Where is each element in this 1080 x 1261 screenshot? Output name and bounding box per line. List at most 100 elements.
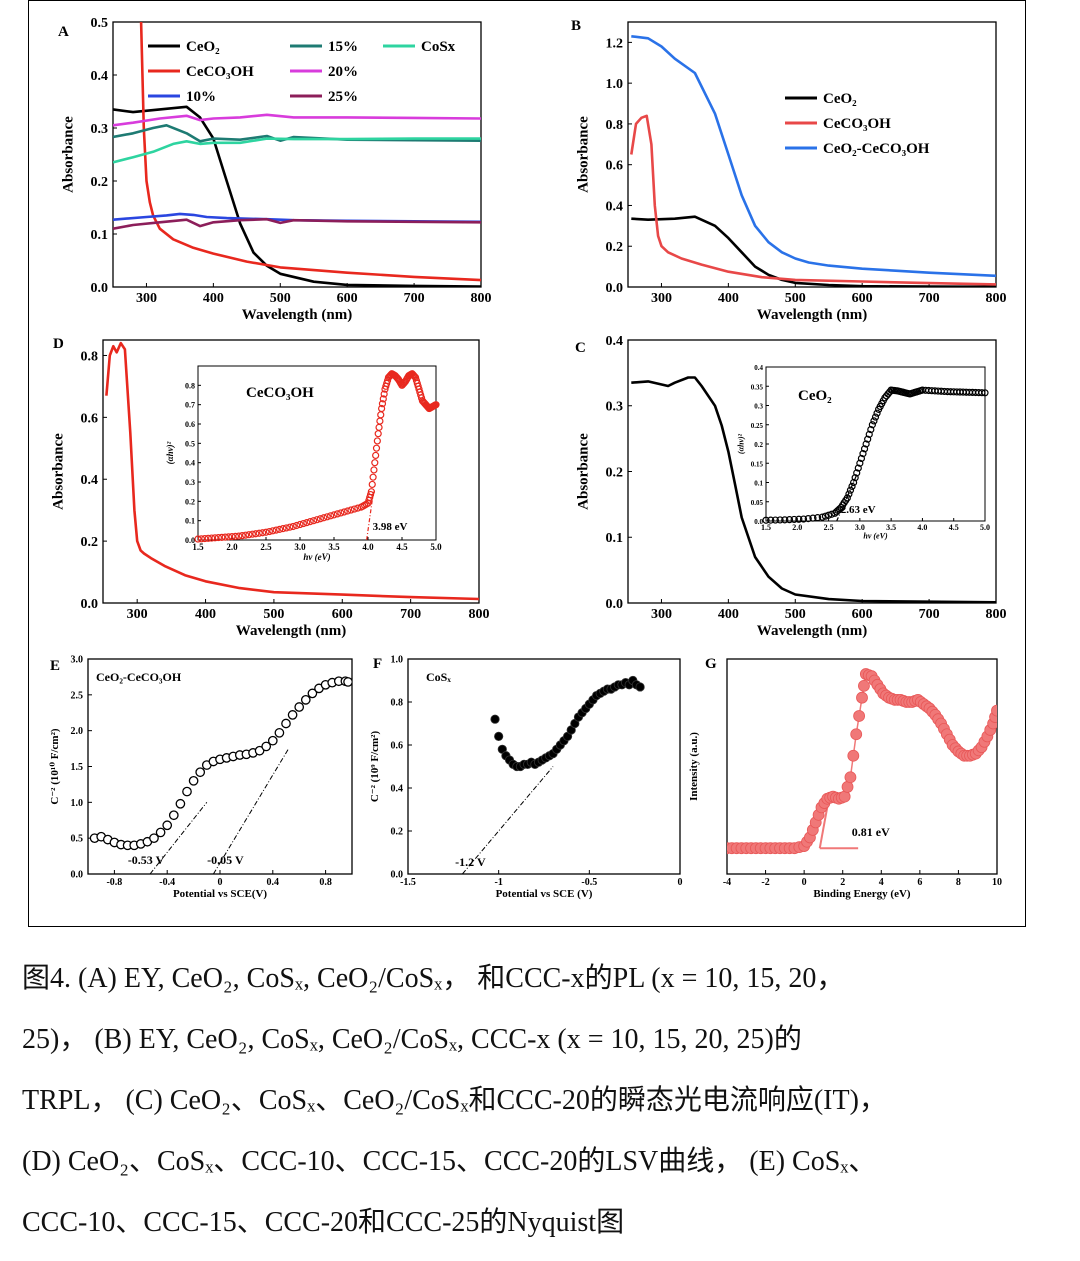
inset-C-y-tick-label-8: 0.4 xyxy=(754,364,763,372)
inset-D-point-45 xyxy=(347,506,355,514)
panel-D-x-axis-title: Wavelength (nm) xyxy=(236,623,346,639)
panel-B-plot-frame xyxy=(627,21,997,288)
panel-D-plot-frame xyxy=(102,339,480,604)
inset-C-point-2 xyxy=(771,516,779,524)
series-line-B-0 xyxy=(631,215,996,287)
panel-C-x-tick-label-5: 800 xyxy=(986,607,1007,622)
legend-label-A-4: 20% xyxy=(328,64,358,80)
panel-D-y-tick-label-4: 0.8 xyxy=(81,349,99,364)
panel-G-x-tick-label-5: 6 xyxy=(917,877,922,888)
inset-D-point-8 xyxy=(221,533,229,541)
panel-A: A 300 400 500 600 700 800 0.0 0.1 0.2 0.3 0.4 0.5 Wav… xyxy=(58,16,492,323)
inset-D-point-2 xyxy=(201,534,209,543)
inset-D-point-10 xyxy=(228,533,236,541)
inset-C-point-33 xyxy=(857,454,866,463)
panel-D-x-tick-label-2: 500 xyxy=(263,607,284,622)
inset-D-point-24 xyxy=(276,525,284,533)
inset-D-point-56 xyxy=(367,488,375,496)
inset-C-point-1 xyxy=(767,516,775,524)
inset-D-point-63 xyxy=(373,437,381,445)
inset-D-point-28 xyxy=(289,522,297,531)
panel-label-C: C xyxy=(575,340,586,356)
panel-E-y-tick-label-2: 1.0 xyxy=(71,798,84,809)
inset-C-point-36 xyxy=(862,440,870,448)
panel-A-x-tick-label-0: 300 xyxy=(136,291,157,306)
panel-C-plot-area xyxy=(631,376,996,603)
inset-C-point-32 xyxy=(856,459,864,467)
panel-G-x-tick-label-0: -4 xyxy=(723,877,731,888)
point-E-29 xyxy=(281,718,291,729)
inset-C-x-tick-label-1: 2.0 xyxy=(792,523,802,532)
panel-B-y-tick-label-6: 1.2 xyxy=(606,36,624,51)
legend-label-A-0: CeO₂ xyxy=(186,39,220,55)
series-line-B-1 xyxy=(630,114,996,286)
inset-D-frame xyxy=(197,365,437,541)
point-E-14 xyxy=(182,786,192,797)
panel-A-plot-area xyxy=(113,22,481,287)
panel-B-y-tick-label-5: 1.0 xyxy=(606,77,624,92)
panel-G-x-tick-label-2: 0 xyxy=(802,877,807,888)
point-E-27 xyxy=(267,735,278,746)
panel-F-y-tick-label-4: 0.8 xyxy=(391,698,404,709)
panel-C-y-tick-label-2: 0.2 xyxy=(606,465,624,480)
inset-D-point-0 xyxy=(194,535,202,543)
panel-F: F -1.5 -1 -0.5 0 0.0 0.2 0.4 0.6 0.8 1.0 Potential … xyxy=(369,655,683,901)
point-E-33 xyxy=(307,688,318,699)
caption-line-4: (D) CeO₂、CoSₓ、CCC-10、CCC-15、CCC-20的LSV曲线… xyxy=(22,1146,877,1177)
panel-D-x-tick-label-4: 700 xyxy=(400,607,421,622)
caption-line-1: 图4. (A) EY, CeO₂, CoSₓ, CeO₂/CoSₓ， 和CCC-… xyxy=(22,963,845,994)
panel-B-x-tick-label-3: 600 xyxy=(852,291,873,306)
inset-C-point-0 xyxy=(762,516,770,524)
inset-D-point-41 xyxy=(333,510,341,518)
panel-D-y-tick-label-3: 0.6 xyxy=(81,411,99,426)
legend-label-A-1: CeCO₃OH xyxy=(186,64,254,80)
inset-C-point-3 xyxy=(776,516,784,524)
inset-D-point-60 xyxy=(371,459,379,467)
inset-D-x-tick-label-2: 2.5 xyxy=(260,542,272,552)
point-F-0 xyxy=(490,714,500,724)
annotation-E-1: -0.05 V xyxy=(207,853,244,867)
inset-D-point-18 xyxy=(255,529,263,537)
figure-caption: 图4. (A) EY, CeO₂, CoSₓ, CeO₂/CoSₓ， 和CCC-… xyxy=(22,948,1062,1253)
point-G-84 xyxy=(991,704,997,717)
inset-C-point-24 xyxy=(843,494,851,502)
panel-E-plot-area xyxy=(89,676,352,874)
panel-G-x-tick-label-3: 2 xyxy=(840,877,845,888)
panel-A-x-tick-label-5: 800 xyxy=(471,291,492,306)
caption-line-3: TRPL， (C) CeO₂、CoSₓ、CeO₂/CoSₓ和CCC-20的瞬态光… xyxy=(22,1085,887,1116)
inset-C-y-tick-label-4: 0.2 xyxy=(754,441,763,449)
figure-frame xyxy=(28,0,1026,927)
inset-D-point-26 xyxy=(282,524,290,532)
panel-E-y-axis-title: C⁻² (10¹⁰ F/cm²) xyxy=(49,728,61,804)
panel-label-B: B xyxy=(571,18,581,34)
series-line-A-0 xyxy=(113,105,481,287)
inset-C-point-29 xyxy=(851,474,859,482)
panel-G-y-axis-title: Intensity (a.u.) xyxy=(688,732,700,801)
point-G-30 xyxy=(838,790,851,803)
annotation-F-0: -1.2 V xyxy=(455,855,486,869)
inset-D-point-40 xyxy=(330,511,338,519)
inset-C-frame xyxy=(765,366,986,522)
inset-C-point-92 xyxy=(981,389,989,397)
inset-C-point-11 xyxy=(814,514,822,522)
legend-label-B-1: CeCO₃OH xyxy=(823,116,891,132)
inset-C-point-9 xyxy=(804,514,812,523)
inset-C-point-91 xyxy=(978,389,986,397)
panel-C-x-tick-label-0: 300 xyxy=(651,607,672,622)
panel-A-y-tick-label-0: 0.0 xyxy=(91,281,109,296)
panel-F-x-tick-label-1: -1 xyxy=(494,877,502,888)
inset-D-point-23 xyxy=(272,526,280,534)
point-G-36 xyxy=(856,691,868,704)
inset-D-point-70 xyxy=(379,395,387,403)
panel-B-x-tick-label-2: 500 xyxy=(785,291,806,306)
inset-D-point-21 xyxy=(265,527,273,536)
point-E-26 xyxy=(261,741,272,752)
panel-label-E: E xyxy=(50,658,60,674)
inset-D-title: CeCO₃OH xyxy=(246,385,314,401)
legend-label-A-2: 10% xyxy=(186,89,216,105)
point-E-15 xyxy=(188,775,199,786)
point-F-1 xyxy=(494,731,504,742)
panel-C-y-tick-label-1: 0.1 xyxy=(606,531,624,546)
inset-C-point-26 xyxy=(846,486,855,494)
